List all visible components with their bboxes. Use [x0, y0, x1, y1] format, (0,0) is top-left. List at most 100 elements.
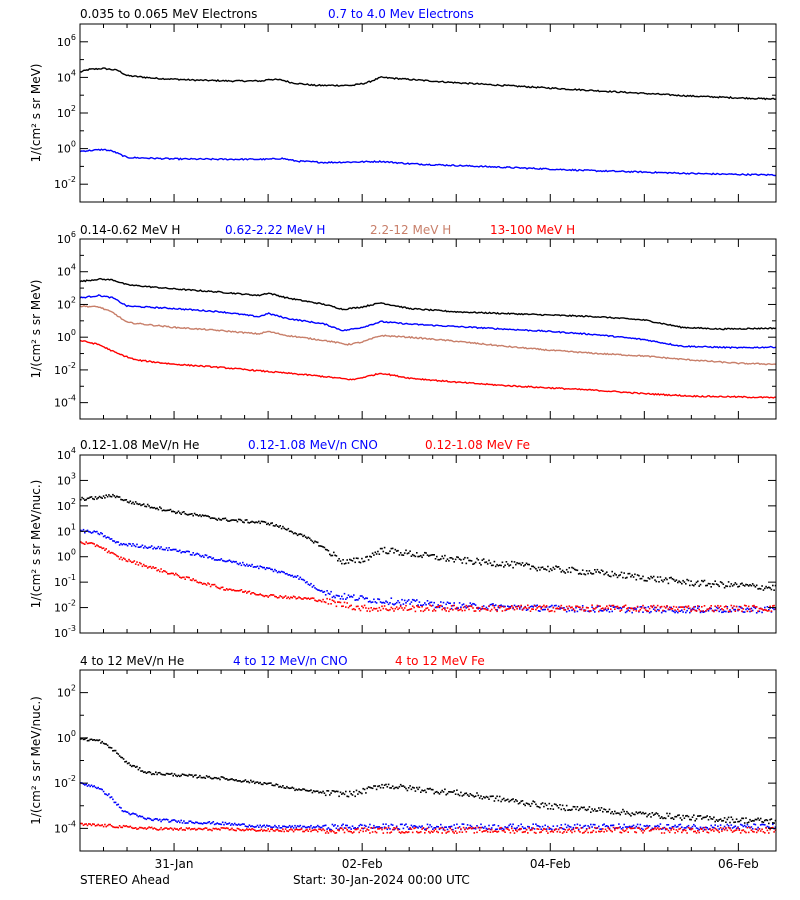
- data-point: [449, 602, 451, 605]
- data-point: [161, 828, 164, 831]
- data-point: [762, 823, 765, 826]
- data-point: [576, 605, 579, 608]
- data-point: [304, 536, 307, 538]
- panel-2: 0.14-0.62 MeV H 0.62-2.22 MeV H 2.2-12 MeV…: [29, 223, 777, 420]
- data-point: [453, 602, 455, 604]
- data-point: [675, 606, 678, 608]
- data-point: [477, 606, 480, 609]
- data-point: [691, 828, 694, 830]
- data-point: [346, 824, 348, 827]
- data-point: [181, 511, 184, 514]
- data-point: [177, 574, 180, 577]
- data-point: [714, 609, 716, 611]
- data-point: [734, 821, 737, 823]
- data-point: [587, 610, 589, 612]
- data-point: [476, 792, 478, 794]
- data-point: [284, 825, 287, 828]
- data-point: [326, 597, 328, 600]
- data-point: [296, 534, 299, 537]
- data-point: [283, 825, 285, 828]
- data-point: [89, 823, 91, 825]
- data-point: [691, 584, 694, 586]
- data-point: [702, 816, 704, 819]
- data-point: [703, 579, 706, 582]
- data-point: [725, 827, 727, 829]
- data-point: [152, 507, 154, 509]
- data-point: [536, 824, 538, 827]
- data-point: [393, 828, 395, 831]
- data-point: [106, 744, 109, 747]
- data-point: [323, 546, 326, 549]
- data-point: [381, 602, 383, 604]
- data-point: [505, 827, 508, 830]
- data-point: [200, 515, 203, 518]
- data-point: [773, 589, 775, 591]
- data-point: [155, 828, 157, 830]
- data-point: [762, 609, 765, 611]
- data-point: [594, 808, 596, 810]
- data-point: [659, 827, 662, 830]
- data-point: [454, 608, 457, 610]
- data-point: [603, 609, 605, 611]
- data-point: [607, 574, 609, 576]
- data-point: [393, 552, 395, 554]
- data-point: [425, 829, 427, 832]
- data-point: [390, 606, 393, 609]
- data-point: [385, 783, 387, 786]
- data-point: [243, 823, 245, 825]
- data-point: [290, 828, 292, 830]
- data-point: [163, 509, 165, 511]
- data-point: [711, 609, 714, 612]
- data-point: [333, 600, 335, 602]
- data-point: [486, 608, 489, 610]
- data-point: [584, 830, 587, 833]
- ytick-label: 103: [57, 471, 76, 487]
- data-point: [169, 508, 172, 511]
- data-point: [203, 822, 205, 824]
- data-point: [448, 560, 450, 562]
- data-point: [94, 825, 97, 827]
- data-point: [717, 820, 719, 822]
- data-point: [231, 827, 233, 830]
- data-point: [279, 827, 281, 829]
- data-point: [656, 827, 659, 829]
- data-point: [233, 822, 236, 825]
- data-point: [493, 830, 496, 832]
- data-point: [478, 562, 481, 564]
- data-point: [541, 608, 544, 611]
- data-point: [581, 605, 584, 607]
- data-point: [267, 825, 269, 827]
- data-point: [441, 605, 443, 608]
- data-point: [357, 605, 359, 608]
- data-point: [616, 576, 619, 579]
- data-point: [124, 825, 126, 828]
- data-point: [416, 826, 418, 828]
- data-point: [482, 605, 485, 607]
- data-point: [492, 604, 494, 607]
- data-point: [346, 596, 348, 599]
- data-point: [381, 826, 383, 829]
- data-point: [450, 605, 453, 607]
- data-point: [217, 823, 220, 825]
- data-point: [583, 806, 585, 809]
- data-point: [239, 518, 241, 521]
- data-point: [373, 824, 375, 827]
- data-point: [264, 521, 267, 524]
- data-point: [659, 817, 662, 819]
- data-point: [672, 828, 675, 831]
- data-point: [319, 826, 322, 829]
- data-point: [209, 822, 212, 825]
- data-point: [354, 608, 356, 611]
- data-point: [112, 750, 114, 752]
- data-point: [655, 812, 658, 814]
- data-point: [606, 571, 608, 573]
- ytick-label: 106: [57, 33, 76, 49]
- data-point: [246, 563, 248, 566]
- data-point: [461, 831, 464, 833]
- data-point: [275, 570, 277, 572]
- data-point: [527, 832, 529, 834]
- data-point: [156, 773, 158, 776]
- data-point: [271, 594, 273, 596]
- data-point: [513, 608, 516, 611]
- data-point: [251, 520, 253, 523]
